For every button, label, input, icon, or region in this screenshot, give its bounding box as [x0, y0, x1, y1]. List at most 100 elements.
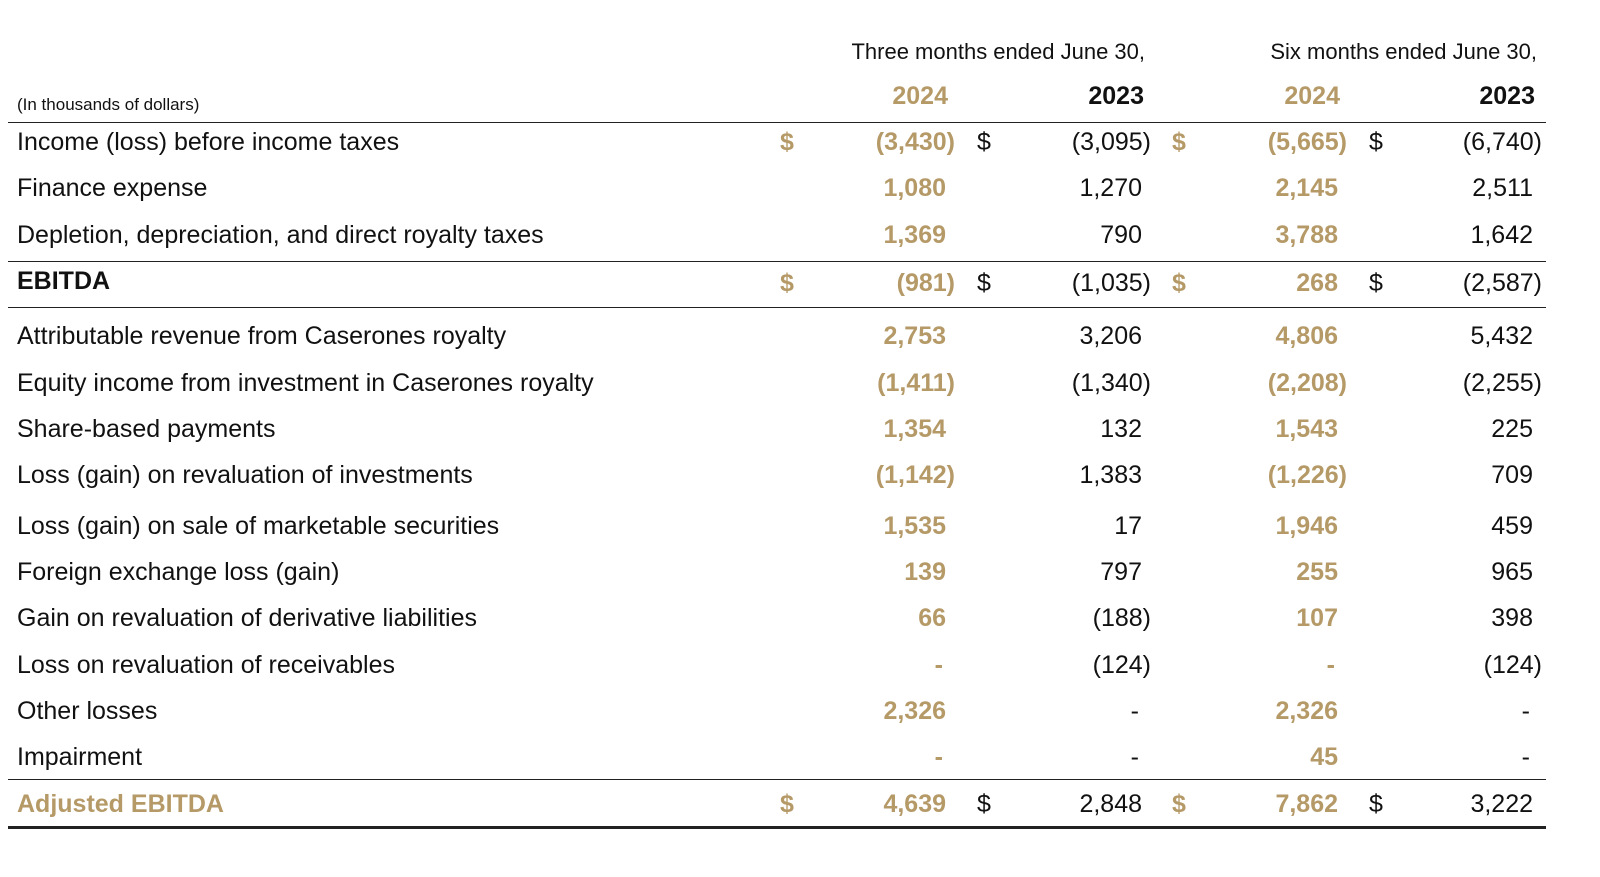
- cell-value: -: [1130, 697, 1139, 725]
- currency-symbol: $: [977, 790, 991, 818]
- cell-value: 1,535: [883, 512, 946, 540]
- cell-value: 4,806: [1275, 322, 1338, 350]
- cell-value: 7,862: [1275, 790, 1338, 818]
- year-header: 2023: [1088, 82, 1144, 110]
- cell-value: (1,142): [875, 461, 955, 489]
- row-label: Loss (gain) on sale of marketable securi…: [17, 512, 500, 540]
- cell-value: (124): [1483, 651, 1542, 679]
- cell-value: 4,639: [883, 790, 946, 818]
- currency-symbol: $: [977, 269, 991, 297]
- header-rule: [8, 122, 1546, 123]
- cell-value: -: [1521, 743, 1530, 771]
- cell-value: 2,145: [1275, 174, 1338, 202]
- cell-value: 709: [1491, 461, 1533, 489]
- currency-symbol: $: [1172, 128, 1186, 156]
- column-group: Three months ended June 30,: [851, 39, 1145, 64]
- cell-value: 3,222: [1470, 790, 1533, 818]
- year-header: 2024: [1284, 82, 1340, 110]
- cell-value: 2,326: [883, 697, 946, 725]
- cell-value: 965: [1491, 558, 1533, 586]
- cell-value: 3,206: [1079, 322, 1142, 350]
- cell-value: 1,080: [883, 174, 946, 202]
- cell-value: (1,226): [1267, 461, 1347, 489]
- row-label: EBITDA: [17, 267, 111, 295]
- cell-value: 1,270: [1079, 174, 1142, 202]
- cell-value: -: [1326, 651, 1335, 679]
- cell-value: (6,740): [1462, 128, 1542, 156]
- cell-value: 132: [1100, 415, 1142, 443]
- cell-value: -: [934, 743, 943, 771]
- cell-value: (2,208): [1267, 369, 1347, 397]
- cell-value: 1,383: [1079, 461, 1142, 489]
- cell-value: 225: [1491, 415, 1533, 443]
- bottom-rule: [8, 826, 1546, 829]
- row-label: Depletion, depreciation, and direct roya…: [17, 221, 544, 249]
- cell-value: 2,848: [1079, 790, 1142, 818]
- cell-value: 2,753: [883, 322, 946, 350]
- cell-value: 1,642: [1470, 221, 1533, 249]
- cell-value: 1,946: [1275, 512, 1338, 540]
- row-label: Other losses: [17, 697, 158, 725]
- row-label: Loss (gain) on revaluation of investment…: [17, 461, 473, 489]
- currency-symbol: $: [1172, 790, 1186, 818]
- cell-value: 1,543: [1275, 415, 1338, 443]
- cell-value: 1,369: [883, 221, 946, 249]
- row-label: Equity income from investment in Caseron…: [17, 369, 594, 397]
- cell-value: (1,340): [1071, 369, 1151, 397]
- row-label: Finance expense: [17, 174, 208, 202]
- year-header: 2024: [892, 82, 948, 110]
- cell-value: 17: [1114, 512, 1142, 540]
- currency-symbol: $: [1369, 128, 1383, 156]
- cell-value: 139: [904, 558, 946, 586]
- row-label: Income (loss) before income taxes: [17, 128, 400, 156]
- cell-value: (2,587): [1462, 269, 1542, 297]
- cell-value: (1,035): [1071, 269, 1151, 297]
- cell-value: (188): [1092, 604, 1151, 632]
- row-label: Loss on revaluation of receivables: [17, 651, 396, 679]
- cell-value: (981): [896, 269, 955, 297]
- currency-symbol: $: [1369, 269, 1383, 297]
- cell-value: 5,432: [1470, 322, 1533, 350]
- row-label: Adjusted EBITDA: [17, 790, 224, 818]
- currency-symbol: $: [780, 269, 794, 297]
- cell-value: (3,430): [875, 128, 955, 156]
- row-label: Gain on revaluation of derivative liabil…: [17, 604, 477, 632]
- currency-symbol: $: [780, 790, 794, 818]
- cell-value: 255: [1296, 558, 1338, 586]
- cell-value: (124): [1092, 651, 1151, 679]
- rule: [8, 261, 1546, 262]
- cell-value: 268: [1296, 269, 1338, 297]
- cell-value: (2,255): [1462, 369, 1542, 397]
- column-group: Six months ended June 30,: [1270, 39, 1537, 64]
- cell-value: 3,788: [1275, 221, 1338, 249]
- cell-value: 45: [1310, 743, 1338, 771]
- currency-symbol: $: [780, 128, 794, 156]
- cell-value: -: [1521, 697, 1530, 725]
- units-note: (In thousands of dollars): [17, 95, 200, 114]
- row-label: Foreign exchange loss (gain): [17, 558, 340, 586]
- cell-value: (1,411): [877, 369, 955, 397]
- cell-value: (5,665): [1267, 128, 1347, 156]
- cell-value: 2,511: [1472, 174, 1533, 202]
- year-header: 2023: [1479, 82, 1535, 110]
- cell-value: 459: [1491, 512, 1533, 540]
- row-label: Attributable revenue from Caserones roya…: [17, 322, 507, 350]
- currency-symbol: $: [1369, 790, 1383, 818]
- cell-value: 790: [1100, 221, 1142, 249]
- row-label: Impairment: [17, 743, 143, 771]
- currency-symbol: $: [1172, 269, 1186, 297]
- row-label: Share-based payments: [17, 415, 276, 443]
- cell-value: 66: [918, 604, 946, 632]
- cell-value: 2,326: [1275, 697, 1338, 725]
- cell-value: 398: [1491, 604, 1533, 632]
- rule: [8, 779, 1546, 780]
- currency-symbol: $: [977, 128, 991, 156]
- cell-value: 1,354: [883, 415, 946, 443]
- cell-value: 797: [1100, 558, 1142, 586]
- cell-value: -: [934, 651, 943, 679]
- rule: [8, 307, 1546, 308]
- cell-value: -: [1130, 743, 1139, 771]
- cell-value: 107: [1296, 604, 1338, 632]
- cell-value: (3,095): [1071, 128, 1151, 156]
